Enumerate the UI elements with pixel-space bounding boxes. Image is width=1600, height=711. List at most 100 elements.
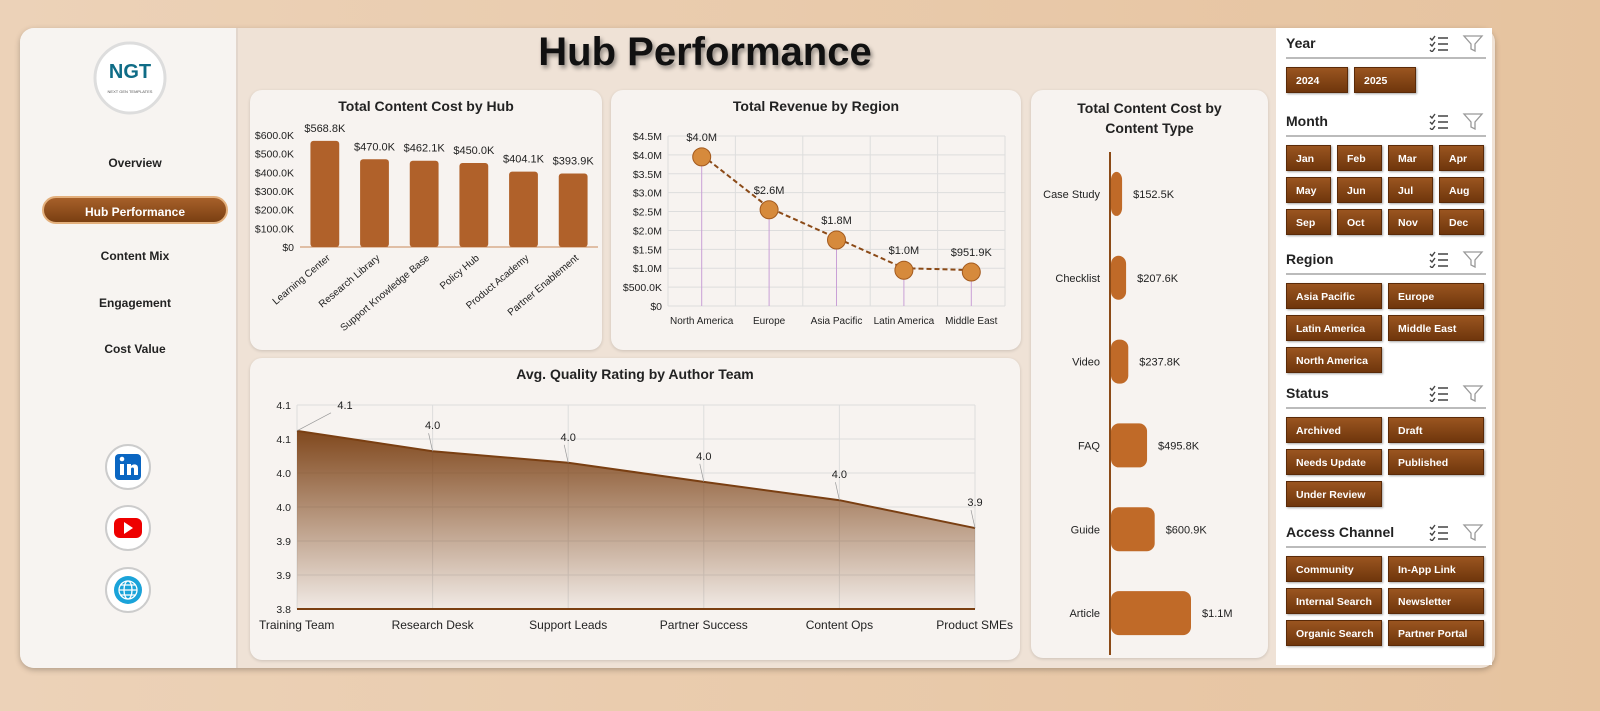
bar <box>1111 591 1191 636</box>
slicer-buttons: Archived Draft Needs Update Published Under … <box>1286 417 1486 507</box>
y-tick-label: $0 <box>650 301 662 313</box>
value-label: $152.5K <box>1133 189 1175 201</box>
y-tick-label: $300.0K <box>255 186 294 198</box>
slicer-button[interactable]: Aug <box>1439 177 1484 203</box>
slicer-button[interactable]: Under Review <box>1286 481 1382 507</box>
slicer-button[interactable]: Feb <box>1337 145 1382 171</box>
value-label: $404.1K <box>503 154 545 166</box>
value-label: 4.0 <box>832 469 847 481</box>
slicer-button[interactable]: North America <box>1286 347 1382 373</box>
dashboard-title: Hub Performance <box>538 30 872 74</box>
slicer-button[interactable]: Nov <box>1388 209 1433 235</box>
slicer-button[interactable]: In-App Link <box>1388 556 1484 582</box>
leader-line <box>563 444 569 463</box>
slicer-button[interactable]: 2025 <box>1354 67 1416 93</box>
value-label: $1.8M <box>821 215 852 227</box>
slicer-button[interactable]: Jul <box>1388 177 1433 203</box>
slicer-button[interactable]: Published <box>1388 449 1484 475</box>
category-label: Case Study <box>1043 189 1100 201</box>
youtube-icon[interactable] <box>105 505 151 551</box>
slicer-button[interactable]: Internal Search <box>1286 588 1382 614</box>
nav-item[interactable]: Engagement <box>98 295 171 310</box>
slicer-button[interactable]: Dec <box>1439 209 1484 235</box>
value-label: 4.0 <box>425 420 440 432</box>
slicer: Region Asia Pacific Europe Latin America Mid… <box>1286 250 1486 373</box>
value-label: $1.1M <box>1202 608 1233 620</box>
slicer-icons <box>1429 524 1484 541</box>
nav-item[interactable]: Content Mix <box>100 249 170 263</box>
nav-item[interactable]: Overview <box>108 156 162 170</box>
multi-select-icon[interactable] <box>1429 524 1448 541</box>
clear-filter-icon[interactable] <box>1462 524 1484 541</box>
multi-select-icon[interactable] <box>1429 385 1448 402</box>
marker <box>961 262 981 282</box>
slicer-button[interactable]: Needs Update <box>1286 449 1382 475</box>
slicer-icons <box>1429 113 1484 130</box>
category-label: Article <box>1069 608 1100 620</box>
marker <box>827 230 846 250</box>
slicer-header: Region <box>1286 250 1486 275</box>
chart-title: Total Content Cost by Content Type <box>1077 100 1222 136</box>
y-tick-label: $0 <box>282 242 294 254</box>
y-tick-label: $600.0K <box>255 130 294 142</box>
value-label: $393.9K <box>553 155 595 167</box>
slicer-button[interactable]: Mar <box>1388 145 1433 171</box>
slicer-button[interactable]: Oct <box>1337 209 1382 235</box>
slicer-button[interactable]: Organic Search <box>1286 620 1382 646</box>
y-tick-label: $4.5M <box>633 131 662 143</box>
slicer-title: Year <box>1286 35 1316 51</box>
leader-line <box>296 412 332 432</box>
multi-select-icon[interactable] <box>1429 113 1448 130</box>
x-tick-label: Training Team <box>259 618 334 632</box>
chart-title: Total Revenue by Region <box>732 98 900 114</box>
clear-filter-icon[interactable] <box>1462 385 1484 402</box>
slicer-header: Month <box>1286 112 1486 137</box>
bar <box>310 140 340 247</box>
clear-filter-icon[interactable] <box>1462 35 1484 52</box>
slicer-button[interactable]: Jan <box>1286 145 1331 171</box>
slicer-button[interactable]: Asia Pacific <box>1286 283 1382 309</box>
multi-select-icon[interactable] <box>1429 251 1448 268</box>
slicer-button[interactable]: Sep <box>1286 209 1331 235</box>
linkedin-icon[interactable] <box>105 444 151 490</box>
slicer-button[interactable]: Draft <box>1388 417 1484 443</box>
chart: 3.8 3.9 3.9 4.0 4.0 4.1 4.1 4.1 Training Team 4.0… <box>259 400 1013 632</box>
slicer-button[interactable]: Middle East <box>1388 315 1484 341</box>
y-tick-label: $2.5M <box>633 207 662 219</box>
web-icon[interactable] <box>105 567 151 613</box>
value-label: 4.1 <box>337 400 352 412</box>
slicer-header: Access Channel <box>1286 523 1486 548</box>
line <box>296 429 976 530</box>
bar <box>1111 507 1155 552</box>
marker <box>759 200 779 220</box>
logo-name: NGT <box>109 61 151 83</box>
slicer-button[interactable]: May <box>1286 177 1331 203</box>
slicer-button[interactable]: Community <box>1286 556 1382 582</box>
slicer-button[interactable]: Apr <box>1439 145 1484 171</box>
clear-filter-icon[interactable] <box>1462 251 1484 268</box>
slicer-button[interactable]: Newsletter <box>1388 588 1484 614</box>
area-fill <box>297 430 975 609</box>
slicer-button[interactable]: Jun <box>1337 177 1382 203</box>
slicer-button[interactable]: 2024 <box>1286 67 1348 93</box>
slicer: Year 2024 2025 <box>1286 34 1486 93</box>
slicer-button[interactable]: Latin America <box>1286 315 1382 341</box>
nav-item[interactable]: Hub Performance <box>42 195 228 224</box>
slicer-icons <box>1429 35 1484 52</box>
x-tick-label: Asia Pacific <box>811 316 863 327</box>
chart-title: Total Content Cost by Hub <box>338 98 514 114</box>
slicer-button[interactable]: Partner Portal <box>1388 620 1484 646</box>
chart: $0 $500.0K $1.0M $1.5M $2.0M $2.5M $3.0M $3.5M $… <box>623 131 1006 327</box>
clear-filter-icon[interactable] <box>1462 113 1484 130</box>
slicer: Access Channel Community In-App Link Intern… <box>1286 523 1486 646</box>
multi-select-icon[interactable] <box>1429 35 1448 52</box>
value-label: $2.6M <box>754 185 785 197</box>
value-label: 3.9 <box>967 497 982 509</box>
y-tick-label: $2.0M <box>633 225 662 237</box>
nav-item[interactable]: Cost Value <box>104 342 166 356</box>
bar <box>1111 339 1129 384</box>
value-label: $1.0M <box>889 245 920 257</box>
slicer-button[interactable]: Europe <box>1388 283 1484 309</box>
category-label: FAQ <box>1078 440 1100 452</box>
slicer-button[interactable]: Archived <box>1286 417 1382 443</box>
